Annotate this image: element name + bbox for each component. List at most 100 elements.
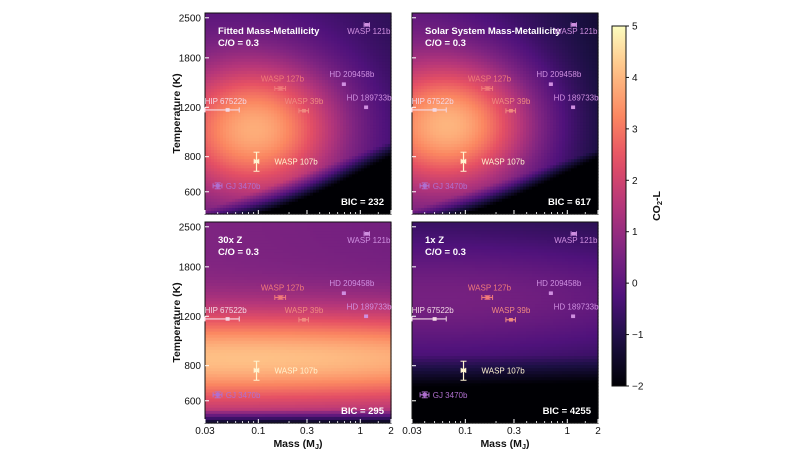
heatmap-cell — [292, 183, 296, 188]
heatmap-cell — [367, 19, 371, 23]
heatmap-cell — [268, 110, 272, 115]
heatmap-cell — [205, 13, 209, 17]
heatmap-cell — [259, 186, 263, 191]
heatmap-cell — [238, 25, 242, 29]
heatmap-cell — [352, 25, 356, 29]
heatmap-cell — [319, 210, 323, 215]
heatmap-cell — [205, 80, 209, 84]
heatmap-cell — [265, 150, 269, 154]
heatmap-cell — [253, 198, 257, 203]
heatmap-cell — [220, 19, 224, 23]
heatmap-cell — [235, 192, 239, 197]
heatmap-cell — [235, 150, 239, 154]
heatmap-cell — [304, 76, 308, 81]
heatmap-cell — [256, 70, 260, 75]
heatmap-cell — [265, 168, 269, 172]
heatmap-cell — [310, 98, 314, 102]
heatmap-cell — [205, 131, 209, 136]
heatmap-cell — [226, 162, 230, 166]
heatmap-cell — [256, 67, 260, 72]
heatmap-cell — [211, 37, 215, 42]
heatmap-cell — [217, 207, 221, 212]
heatmap-cell — [325, 122, 329, 127]
heatmap-cell — [226, 37, 230, 42]
heatmap-cell — [304, 128, 308, 133]
heatmap-cell — [238, 58, 242, 63]
heatmap-cell — [364, 137, 368, 142]
heatmap-cell — [232, 162, 236, 166]
heatmap-cell — [361, 156, 365, 160]
heatmap-cell — [322, 125, 326, 130]
heatmap-cell — [283, 162, 287, 166]
heatmap-cell — [229, 189, 233, 194]
heatmap-cell — [217, 165, 221, 169]
heatmap-cell — [358, 43, 362, 48]
heatmap-cell — [223, 49, 227, 54]
heatmap-cell — [310, 104, 314, 109]
heatmap-cell — [361, 49, 365, 54]
heatmap-cell — [343, 147, 347, 151]
heatmap-cell — [349, 119, 353, 124]
heatmap-cell — [223, 174, 227, 179]
heatmap-cell — [259, 192, 263, 197]
heatmap-cell — [316, 171, 320, 176]
heatmap-cell — [208, 153, 212, 157]
heatmap-cell — [220, 22, 224, 26]
heatmap-cell — [232, 49, 236, 54]
heatmap-cell — [217, 83, 221, 87]
heatmap-cell — [232, 80, 236, 84]
heatmap-cell — [256, 19, 260, 23]
heatmap-cell — [337, 73, 341, 78]
heatmap-cell — [250, 165, 254, 169]
heatmap-cell — [283, 107, 287, 112]
heatmap-cell — [277, 128, 281, 133]
heatmap-cell — [253, 174, 257, 179]
heatmap-cell — [220, 46, 224, 51]
heatmap-cell — [241, 131, 245, 136]
heatmap-cell — [253, 34, 257, 38]
heatmap-cell — [247, 89, 251, 93]
heatmap-cell — [325, 40, 329, 45]
heatmap-cell — [244, 95, 248, 99]
heatmap-cell — [283, 73, 287, 78]
heatmap-cell — [349, 150, 353, 154]
heatmap-cell — [304, 58, 308, 63]
heatmap-cell — [301, 61, 305, 66]
heatmap-cell — [283, 192, 287, 197]
heatmap-cell — [262, 183, 266, 188]
heatmap-cell — [340, 92, 344, 96]
heatmap-cell — [358, 165, 362, 169]
heatmap-cell — [358, 116, 362, 121]
heatmap-cell — [313, 137, 317, 142]
heatmap-cell — [208, 83, 212, 87]
heatmap-cell — [289, 49, 293, 54]
heatmap-cell — [292, 198, 296, 203]
heatmap-cell — [337, 43, 341, 48]
heatmap-cell — [208, 98, 212, 102]
heatmap-cell — [262, 177, 266, 182]
heatmap-cell — [271, 134, 275, 139]
heatmap-cell — [295, 43, 299, 48]
heatmap-cell — [349, 34, 353, 38]
heatmap-cell — [235, 13, 239, 17]
heatmap-cell — [253, 86, 257, 90]
heatmap-cell — [268, 95, 272, 99]
heatmap-cell — [265, 46, 269, 51]
heatmap-cell — [262, 28, 266, 32]
heatmap-cell — [241, 110, 245, 115]
heatmap-cell — [331, 168, 335, 172]
heatmap-cell — [256, 131, 260, 136]
heatmap-cell — [250, 76, 254, 81]
heatmap-cell — [274, 207, 278, 212]
heatmap-cell — [337, 180, 341, 185]
heatmap-cell — [205, 46, 209, 51]
heatmap-cell — [313, 16, 317, 20]
heatmap-cell — [310, 162, 314, 166]
heatmap-cell — [208, 64, 212, 69]
heatmap-cell — [304, 125, 308, 130]
heatmap-cell — [313, 104, 317, 109]
heatmap-cell — [349, 101, 353, 105]
heatmap-cell — [238, 116, 242, 121]
heatmap-cell — [343, 61, 347, 66]
heatmap-cell — [358, 73, 362, 78]
